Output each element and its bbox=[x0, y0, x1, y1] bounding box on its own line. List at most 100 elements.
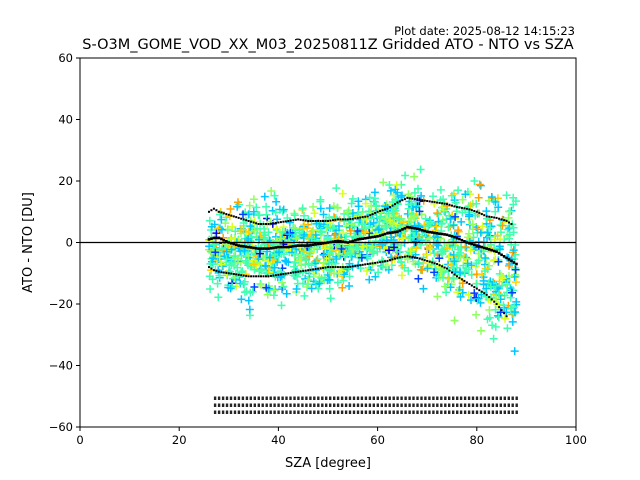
count-annotation-mark bbox=[471, 396, 475, 400]
upper-sd-marker bbox=[215, 209, 218, 212]
data-point bbox=[417, 191, 426, 200]
upper-sd-marker bbox=[495, 216, 498, 219]
upper-sd-marker bbox=[498, 217, 501, 220]
data-point bbox=[214, 293, 223, 302]
data-point bbox=[499, 301, 508, 310]
upper-sd-marker bbox=[463, 207, 466, 210]
data-point bbox=[244, 227, 253, 236]
data-point bbox=[233, 263, 242, 272]
data-point bbox=[366, 266, 375, 274]
mean-marker bbox=[373, 235, 377, 238]
lower-sd-marker bbox=[361, 263, 364, 266]
count-annotation-mark bbox=[515, 410, 518, 414]
upper-sd-marker bbox=[443, 202, 446, 205]
data-point bbox=[222, 247, 231, 256]
data-point bbox=[467, 261, 476, 270]
count-annotation-mark bbox=[368, 396, 372, 400]
data-point bbox=[383, 211, 392, 220]
data-point bbox=[353, 227, 362, 235]
data-point bbox=[416, 165, 425, 174]
data-point bbox=[217, 225, 226, 234]
data-point bbox=[365, 193, 374, 202]
mean-marker bbox=[381, 233, 384, 237]
data-point bbox=[437, 266, 446, 275]
count-annotation-mark bbox=[217, 403, 221, 407]
data-point bbox=[495, 242, 504, 251]
count-annotation-mark bbox=[448, 410, 451, 414]
upper-sd-marker bbox=[255, 222, 258, 225]
data-point bbox=[341, 253, 349, 262]
lower-sd-marker bbox=[386, 259, 389, 262]
data-point bbox=[277, 301, 286, 310]
data-point bbox=[510, 347, 519, 356]
count-annotation-mark bbox=[237, 396, 241, 400]
data-point bbox=[461, 190, 470, 199]
upper-sd-marker bbox=[408, 197, 411, 200]
lower-sd-marker bbox=[396, 256, 399, 259]
data-point bbox=[430, 268, 439, 277]
count-annotation-mark bbox=[448, 396, 451, 400]
count-annotation-mark bbox=[253, 410, 256, 414]
data-point bbox=[489, 334, 498, 343]
data-point bbox=[328, 224, 337, 233]
upper-sd-marker bbox=[334, 218, 337, 221]
data-point bbox=[444, 239, 453, 248]
lower-sd-marker bbox=[463, 279, 466, 282]
data-point bbox=[486, 232, 495, 241]
mean-marker bbox=[378, 234, 382, 237]
data-point bbox=[378, 240, 387, 248]
lower-sd-marker bbox=[473, 286, 476, 289]
count-annotation-mark bbox=[225, 410, 229, 414]
data-point bbox=[260, 192, 269, 201]
lower-sd-marker bbox=[299, 270, 302, 273]
data-point bbox=[371, 198, 380, 206]
data-point bbox=[316, 227, 325, 236]
data-point bbox=[292, 234, 301, 243]
lower-sd-marker bbox=[401, 256, 404, 259]
data-point bbox=[505, 234, 514, 243]
count-annotation-mark bbox=[360, 403, 364, 407]
count-annotation-mark bbox=[277, 396, 280, 400]
count-annotation-mark bbox=[452, 410, 455, 414]
data-point bbox=[333, 204, 342, 212]
count-annotation-mark bbox=[384, 396, 387, 400]
data-point bbox=[398, 271, 406, 280]
data-point bbox=[255, 249, 264, 258]
data-point bbox=[357, 253, 366, 262]
data-point bbox=[279, 282, 288, 291]
count-annotation-mark bbox=[225, 396, 229, 400]
data-point bbox=[221, 219, 230, 228]
lower-sd-marker bbox=[237, 273, 240, 276]
count-annotation-mark bbox=[400, 396, 403, 400]
y-tick-label: 40 bbox=[58, 113, 73, 127]
mean-marker bbox=[269, 247, 273, 250]
data-point bbox=[398, 191, 406, 200]
lower-sd-marker bbox=[217, 270, 220, 273]
upper-sd-marker bbox=[431, 200, 434, 203]
mean-marker bbox=[492, 249, 496, 253]
data-point bbox=[453, 288, 462, 297]
data-point bbox=[310, 209, 319, 218]
data-point bbox=[309, 202, 318, 211]
upper-sd-marker bbox=[376, 210, 379, 213]
count-annotation-mark bbox=[293, 396, 296, 400]
chart-title: S-O3M_GOME_VOD_XX_M03_20250811Z Gridded … bbox=[82, 37, 573, 53]
data-point bbox=[331, 246, 340, 255]
mean-marker bbox=[259, 247, 263, 250]
y-tick-label: 60 bbox=[58, 51, 73, 65]
count-annotation-mark bbox=[348, 410, 352, 414]
upper-sd-marker bbox=[341, 218, 344, 221]
lower-sd-marker bbox=[398, 256, 401, 259]
mean-marker bbox=[430, 231, 434, 234]
count-annotation-mark bbox=[499, 410, 502, 414]
data-point bbox=[361, 228, 370, 237]
upper-sd-marker bbox=[465, 207, 468, 210]
count-annotation-mark bbox=[336, 403, 340, 407]
data-point bbox=[338, 283, 347, 292]
mean-marker bbox=[358, 237, 362, 241]
mean-marker bbox=[225, 240, 228, 243]
data-point bbox=[300, 230, 309, 239]
mean-marker bbox=[304, 244, 307, 247]
count-annotation-mark bbox=[305, 410, 308, 414]
data-point bbox=[327, 247, 336, 256]
